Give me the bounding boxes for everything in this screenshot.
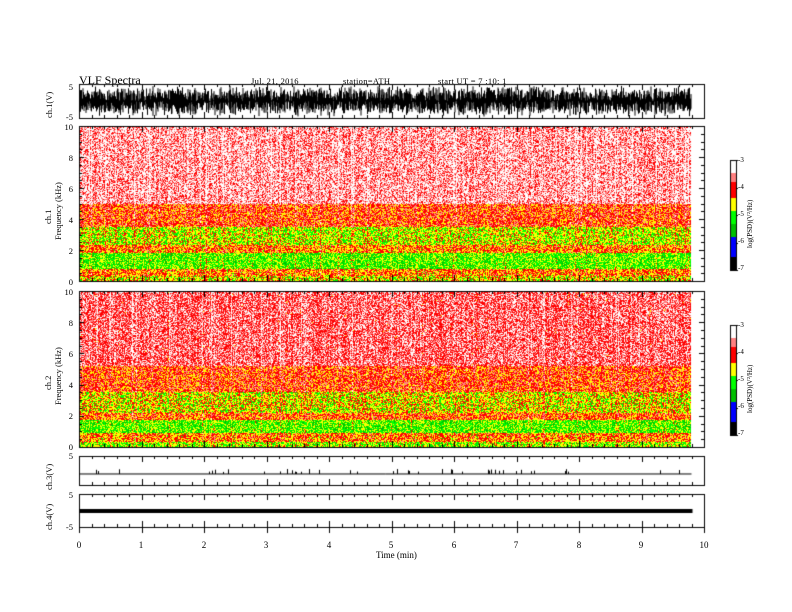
date-label: Jul. 21, 2016 xyxy=(251,76,299,86)
cb2-tick--4: -4 xyxy=(738,348,744,356)
cb1-tick--4: -4 xyxy=(738,183,744,191)
xtick-7: 7 xyxy=(513,540,519,550)
xtick-6: 6 xyxy=(451,540,457,550)
ch4-ylabel: ch.4(V) xyxy=(44,503,54,530)
cb2-tick--6: -6 xyxy=(738,402,744,410)
start-time-label: start UT = 7 :10: 1 xyxy=(438,76,507,86)
xtick-9: 9 xyxy=(638,540,644,550)
spec2-ytick-0: 0 xyxy=(68,442,73,452)
xtick-0: 0 xyxy=(76,540,82,550)
spec2-ytick-4: 4 xyxy=(68,380,73,390)
cb2-label: log(PSD)(V²/Hz) xyxy=(746,364,754,413)
spec1-ylabel: Frequency (kHz) xyxy=(53,182,63,240)
spec2-ylabel: Frequency (kHz) xyxy=(53,347,63,405)
ch1-ylabel: ch.1(V) xyxy=(44,91,54,118)
xtick-3: 3 xyxy=(263,540,269,550)
station-label: station=ATH xyxy=(343,76,391,86)
xtick-8: 8 xyxy=(576,540,582,550)
ch3-ylabel: ch.3(V) xyxy=(44,463,54,490)
cb2-tick--5: -5 xyxy=(738,375,744,383)
spec1-ytick-8: 8 xyxy=(68,153,73,163)
ch4-ytick-max: 5 xyxy=(68,490,73,500)
spec2-ytick-6: 6 xyxy=(68,349,73,359)
cb1-tick--7: -7 xyxy=(738,264,744,272)
spec1-ytick-10: 10 xyxy=(64,122,74,132)
ch1-ytick-max: 5 xyxy=(68,82,73,92)
spec1-ytick-4: 4 xyxy=(68,215,73,225)
spec1-ytick-2: 2 xyxy=(68,246,73,256)
xtick-1: 1 xyxy=(138,540,144,550)
spec1-ytick-0: 0 xyxy=(68,277,73,287)
ch1-ytick-min: -5 xyxy=(65,112,73,122)
spec2-ytick-10: 10 xyxy=(64,287,74,297)
cb1-tick--6: -6 xyxy=(738,237,744,245)
spec2-ytick-8: 8 xyxy=(68,318,73,328)
cb1-tick--5: -5 xyxy=(738,210,744,218)
xtick-5: 5 xyxy=(388,540,394,550)
cb2-tick--3: -3 xyxy=(738,321,744,329)
spec2-channel-label: ch.2 xyxy=(43,375,53,390)
ch3-ytick-max: 5 xyxy=(68,451,73,461)
ch4-ytick-min: -5 xyxy=(65,522,73,532)
figure-title: VLF Spectra xyxy=(79,73,141,87)
spec2-ytick-2: 2 xyxy=(68,411,73,421)
xtick-4: 4 xyxy=(326,540,332,550)
xtick-2: 2 xyxy=(201,540,207,550)
spec1-ytick-6: 6 xyxy=(68,184,73,194)
xtick-10: 10 xyxy=(699,540,709,550)
x-axis-label: Time (min) xyxy=(376,550,417,560)
cb1-tick--3: -3 xyxy=(738,156,744,164)
spec1-channel-label: ch.1 xyxy=(43,209,53,224)
cb2-tick--7: -7 xyxy=(738,429,744,437)
cb1-label: log(PSD)(V²/Hz) xyxy=(746,199,754,248)
